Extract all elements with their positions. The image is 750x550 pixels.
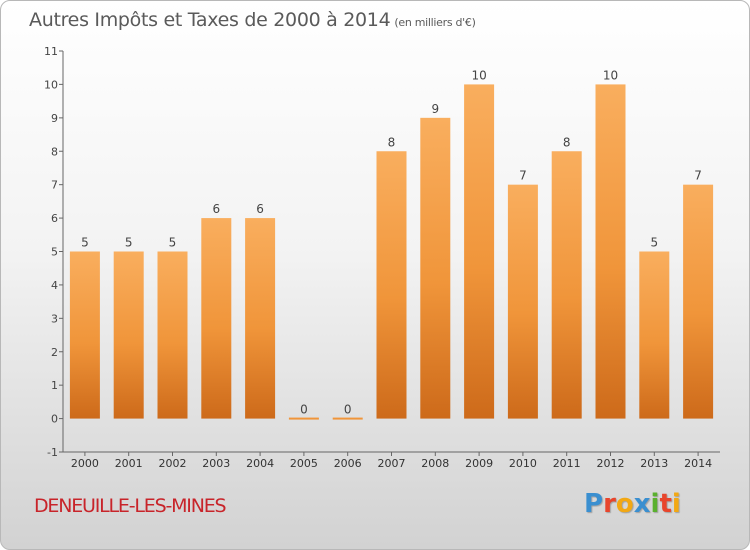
y-tick-label: 1 bbox=[51, 379, 58, 392]
bar bbox=[69, 251, 100, 419]
x-tick-label: 2012 bbox=[597, 457, 625, 470]
commune-name: DENEUILLE-LES-MINES bbox=[34, 495, 227, 517]
y-tick-label: 2 bbox=[51, 346, 58, 359]
x-tick-label: 2013 bbox=[640, 457, 668, 470]
bar bbox=[420, 117, 451, 419]
chart-title: Autres Impôts et Taxes de 2000 à 2014 (en… bbox=[29, 9, 476, 31]
logo-letter: r bbox=[603, 489, 616, 519]
chart-unit: (en milliers d'€) bbox=[394, 16, 476, 29]
bar bbox=[157, 251, 188, 419]
x-tick-label: 2002 bbox=[159, 457, 187, 470]
x-tick-label: 2001 bbox=[115, 457, 143, 470]
bar bbox=[245, 218, 276, 419]
data-label: 7 bbox=[694, 169, 702, 183]
bar bbox=[288, 417, 319, 420]
y-tick-label: 5 bbox=[51, 246, 58, 259]
y-tick-label: -1 bbox=[47, 446, 58, 459]
data-label: 0 bbox=[300, 403, 308, 417]
logo-letter: i bbox=[671, 489, 681, 519]
logo-letter: i bbox=[650, 489, 660, 519]
logo-letter: o bbox=[615, 489, 634, 519]
bar bbox=[683, 184, 714, 419]
bar bbox=[464, 84, 495, 419]
bar bbox=[332, 417, 363, 420]
x-tick-label: 2000 bbox=[71, 457, 99, 470]
data-label: 5 bbox=[169, 236, 177, 250]
bar bbox=[639, 251, 670, 419]
data-label: 8 bbox=[563, 135, 571, 149]
data-label: 6 bbox=[212, 202, 220, 216]
logo-letter: x bbox=[633, 489, 651, 519]
y-tick-label: 0 bbox=[51, 413, 58, 426]
data-label: 6 bbox=[256, 202, 264, 216]
bar bbox=[551, 151, 582, 419]
data-label: 5 bbox=[125, 236, 133, 250]
bar bbox=[201, 218, 232, 419]
x-tick-label: 2009 bbox=[465, 457, 493, 470]
y-tick-label: 7 bbox=[51, 179, 58, 192]
data-label: 0 bbox=[344, 403, 352, 417]
data-label: 9 bbox=[431, 102, 439, 116]
x-tick-label: 2011 bbox=[553, 457, 581, 470]
bar bbox=[595, 84, 626, 419]
y-tick-label: 4 bbox=[51, 279, 58, 292]
x-tick-label: 2003 bbox=[202, 457, 230, 470]
logo-letter: P bbox=[584, 489, 604, 519]
y-tick-label: 9 bbox=[51, 112, 58, 125]
x-tick-label: 2004 bbox=[246, 457, 274, 470]
y-tick-label: 8 bbox=[51, 145, 58, 158]
data-label: 8 bbox=[388, 135, 396, 149]
logo-letter: t bbox=[659, 489, 672, 519]
data-label: 10 bbox=[471, 68, 486, 82]
data-label: 7 bbox=[519, 169, 527, 183]
x-tick-label: 2006 bbox=[334, 457, 362, 470]
bar bbox=[507, 184, 538, 419]
bar bbox=[376, 151, 407, 419]
x-tick-label: 2010 bbox=[509, 457, 537, 470]
bar bbox=[113, 251, 144, 419]
x-tick-label: 2014 bbox=[684, 457, 712, 470]
x-tick-label: 2007 bbox=[378, 457, 406, 470]
x-tick-label: 2008 bbox=[421, 457, 449, 470]
y-tick-label: 11 bbox=[44, 45, 58, 58]
data-label: 5 bbox=[81, 236, 89, 250]
x-tick-label: 2005 bbox=[290, 457, 318, 470]
y-tick-label: 6 bbox=[51, 212, 58, 225]
y-tick-label: 3 bbox=[51, 312, 58, 325]
y-tick-label: 10 bbox=[44, 78, 58, 91]
data-label: 5 bbox=[650, 236, 658, 250]
chart-title-text: Autres Impôts et Taxes de 2000 à 2014 bbox=[29, 9, 391, 31]
data-label: 10 bbox=[603, 68, 618, 82]
